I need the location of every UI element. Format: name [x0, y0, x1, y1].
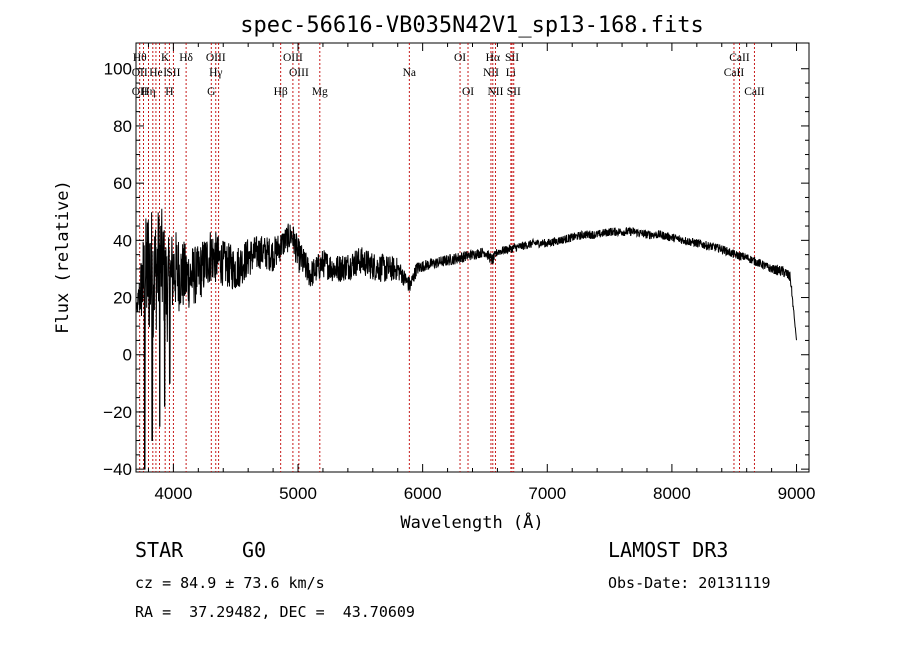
y-axis-label: Flux (relative) [53, 180, 73, 334]
line-label: He [149, 67, 162, 79]
line-label: CaII [724, 67, 745, 79]
line-label: H [165, 86, 173, 98]
x-axis: 4000 5000 6000 7000 8000 9000 [147, 43, 816, 503]
spectrum-line [135, 208, 797, 470]
line-label: OI [454, 52, 466, 64]
x-tick-label: 8000 [653, 484, 691, 503]
chart-title: spec-56616-VB035N42V1_sp13-168.fits [240, 13, 704, 38]
line-label: SII [505, 52, 519, 64]
y-tick-label: 100 [104, 60, 132, 79]
line-label: NII [487, 86, 503, 98]
line-label: SII [507, 86, 521, 98]
x-tick-label: 6000 [404, 484, 442, 503]
line-label: K [161, 52, 170, 64]
observation-date: Obs-Date: 20131119 [608, 574, 771, 592]
line-label: NII [483, 67, 499, 79]
line-label: OIII [283, 52, 303, 64]
line-label: Na [403, 67, 416, 79]
x-tick-label: 5000 [279, 484, 317, 503]
spectral-line-markers: HθOIIOIIHηHeKIHSIIHδGOIIIHγHβOIIIOIIIMgN… [132, 43, 765, 472]
line-label: Hγ [209, 67, 222, 79]
y-tick-label: 80 [113, 117, 132, 136]
y-axis: −40 −20 0 20 40 60 80 100 [103, 60, 809, 479]
line-label: OIII [289, 67, 309, 79]
y-tick-label: 40 [113, 231, 132, 250]
object-class: STAR [135, 538, 184, 562]
y-tick-label: −40 [103, 460, 132, 479]
line-label: OI [462, 86, 474, 98]
x-tick-label: 9000 [778, 484, 816, 503]
y-tick-label: 0 [123, 346, 132, 365]
line-label: Li [506, 67, 516, 79]
line-label: OIII [206, 52, 226, 64]
line-label: Hη [141, 86, 155, 98]
y-tick-label: −20 [103, 403, 132, 422]
x-axis-label: Wavelength (Å) [400, 511, 543, 533]
x-tick-label: 7000 [528, 484, 566, 503]
line-label: Hθ [133, 52, 147, 64]
survey-name: LAMOST DR3 [608, 538, 729, 562]
line-label: G [207, 86, 215, 98]
object-subclass: G0 [242, 538, 267, 562]
line-label: CaII [744, 86, 765, 98]
line-label: SII [166, 67, 180, 79]
y-tick-label: 20 [113, 289, 132, 308]
line-label: Hα [486, 52, 500, 64]
line-label: Hβ [274, 86, 288, 98]
y-tick-label: 60 [113, 174, 132, 193]
coordinates-readout: RA = 37.29482, DEC = 43.70609 [135, 603, 415, 621]
line-label: I [163, 67, 167, 79]
line-label: Hδ [179, 52, 193, 64]
velocity-readout: cz = 84.9 ± 73.6 km/s [135, 574, 325, 592]
line-label: Mg [312, 86, 328, 98]
line-label: CaII [729, 52, 750, 64]
x-tick-label: 4000 [154, 484, 192, 503]
